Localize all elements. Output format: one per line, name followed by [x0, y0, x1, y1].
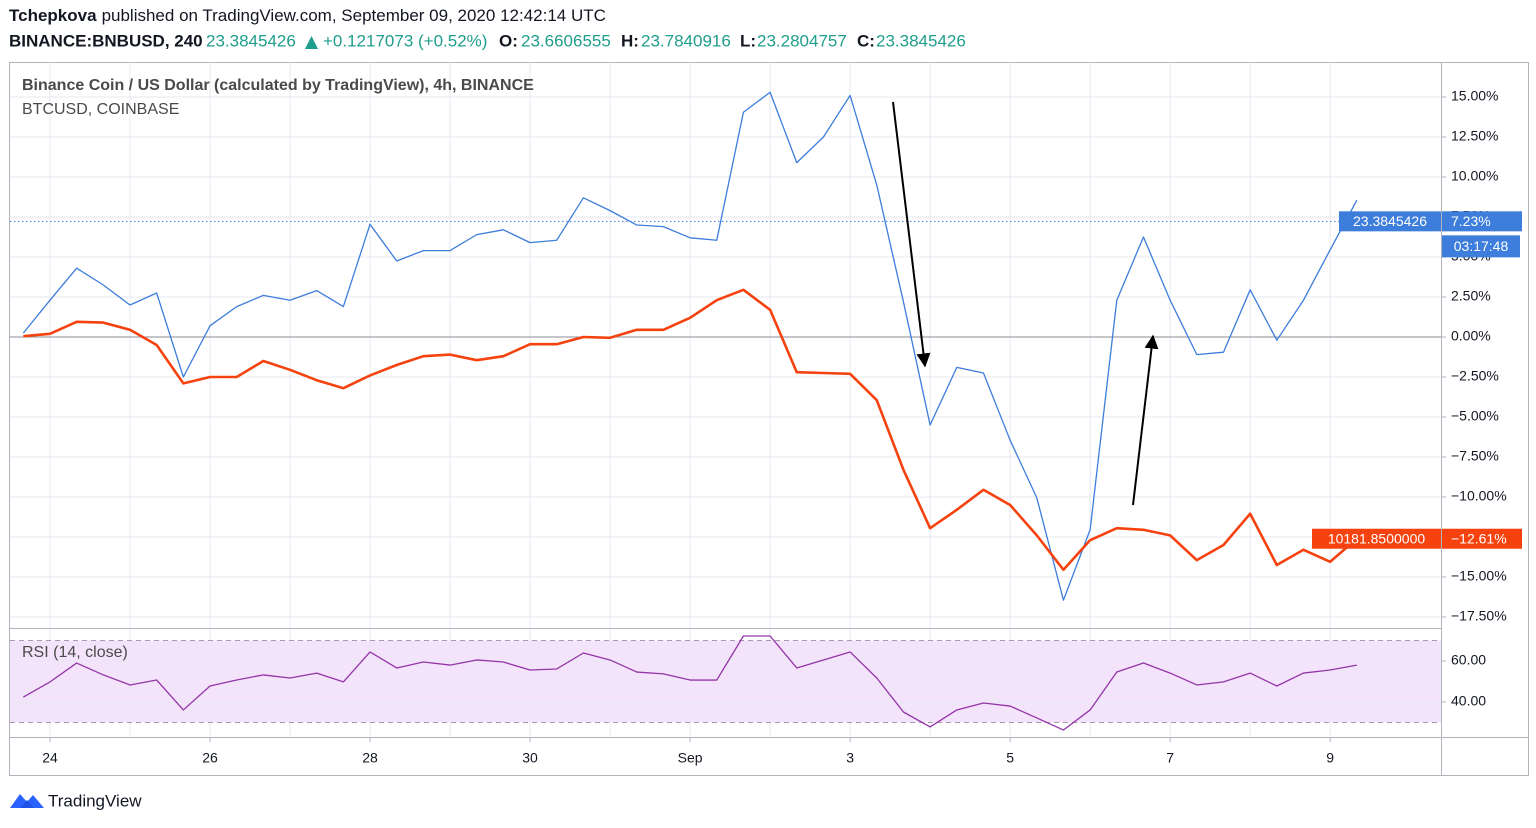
price-badge	[1339, 211, 1441, 232]
x-tick-label: 9	[1326, 750, 1334, 766]
percent-badge-text: −12.61%	[1451, 530, 1507, 546]
ohlc-label: O:	[499, 31, 518, 50]
ohlc-value: 23.3845426	[876, 31, 966, 50]
ohlc-label: L:	[740, 31, 756, 50]
y-tick-label: 15.00%	[1451, 88, 1498, 104]
y-tick-label: −17.50%	[1451, 608, 1507, 624]
ohlc-label: C:	[857, 31, 875, 50]
percent-badge	[1441, 211, 1522, 232]
x-tick-label: 7	[1166, 750, 1174, 766]
chart-frame	[9, 62, 1529, 776]
published: published on TradingView.com, September …	[102, 6, 606, 25]
pane-title: RSI (14, close)	[22, 644, 128, 661]
price-badge	[1312, 528, 1441, 549]
ohlc-label: H:	[621, 31, 639, 50]
y-tick-label: −5.00%	[1451, 408, 1499, 424]
y-tick-label: 12.50%	[1451, 128, 1498, 144]
brand: TradingView	[48, 791, 142, 810]
plot: 24262830Sep357915.00%12.50%10.00%7.50%5.…	[10, 62, 1522, 766]
price-badge-text: 23.3845426	[1353, 213, 1427, 229]
change: +0.1217073 (+0.52%)	[323, 31, 487, 50]
x-tick-label: 30	[522, 750, 538, 766]
ohlc-value: 23.2804757	[757, 31, 847, 50]
publish-line: Tchepkova published on TradingView.com, S…	[9, 6, 606, 25]
author: Tchepkova	[9, 6, 97, 25]
y-tick-label: 10.00%	[1451, 168, 1498, 184]
y-tick-label: −10.00%	[1451, 488, 1507, 504]
ohlc-value: 23.7840916	[641, 31, 731, 50]
series-line	[23, 288, 1358, 572]
y-tick-label: 2.50%	[1451, 288, 1491, 304]
y-tick-label: 40.00	[1451, 693, 1486, 709]
arrow-down	[892, 101, 931, 368]
last-price: 23.3845426	[206, 31, 296, 50]
price-badge-text: 10181.8500000	[1328, 530, 1426, 546]
series-line	[23, 635, 1357, 731]
x-tick-label: 3	[846, 750, 854, 766]
x-tick-label: 26	[202, 750, 218, 766]
legend-entry: Binance Coin / US Dollar (calculated by …	[22, 77, 534, 94]
y-tick-label: −15.00%	[1451, 568, 1507, 584]
countdown-badge	[1441, 235, 1520, 258]
x-tick-label: 5	[1006, 750, 1014, 766]
symbol: BINANCE:BNBUSD, 240	[9, 31, 203, 50]
y-tick-label: −7.50%	[1451, 448, 1499, 464]
x-tick-label: Sep	[678, 750, 703, 766]
x-tick-label: 24	[42, 750, 58, 766]
rsi-band	[10, 640, 1441, 723]
ohlc: O: 23.6606555 H: 23.7840916 L: 23.2804757 C: 23…	[499, 31, 966, 50]
percent-badge-text: 7.23%	[1451, 213, 1491, 229]
percent-badge	[1441, 528, 1522, 549]
y-tick-label: 60.00	[1451, 652, 1486, 668]
up-icon	[305, 36, 318, 49]
y-tick-label: 0.00%	[1451, 328, 1491, 344]
ohlc-value: 23.6606555	[521, 31, 611, 50]
x-tick-label: 28	[362, 750, 378, 766]
logo	[10, 794, 44, 808]
legend-entry: BTCUSD, COINBASE	[22, 101, 179, 118]
y-tick-label: −2.50%	[1451, 368, 1499, 384]
series-line	[22, 91, 1358, 601]
countdown: 03:17:48	[1454, 238, 1509, 254]
arrow-up	[1132, 334, 1159, 506]
